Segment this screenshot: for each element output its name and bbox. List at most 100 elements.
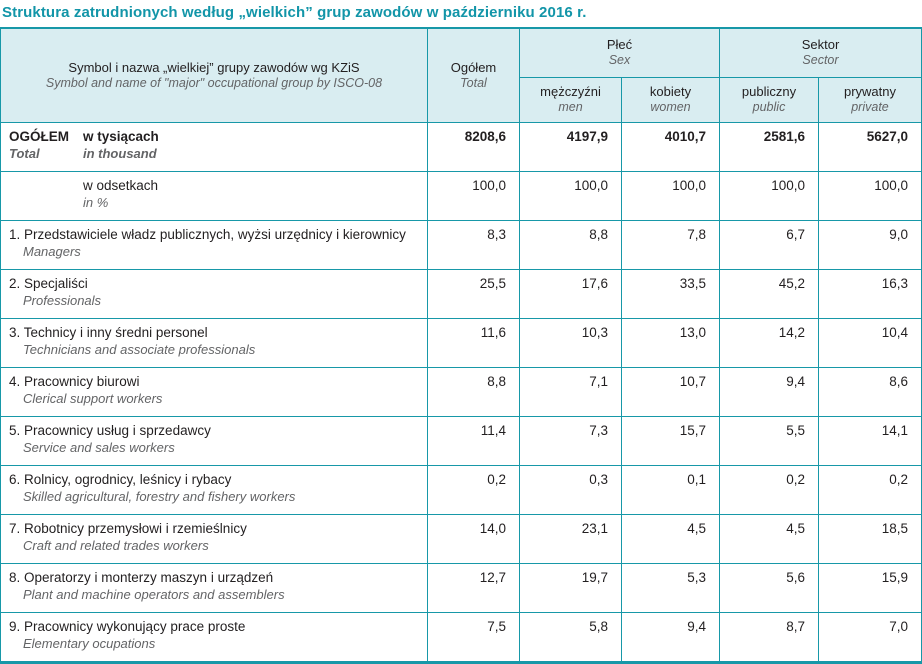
value-cell: 11,4 (427, 416, 519, 465)
table-row-label: 9. Pracownicy wykonujący prace proste El… (1, 612, 427, 661)
value-cell: 5,6 (719, 563, 818, 612)
value-cell: 0,1 (621, 465, 719, 514)
value-cell: 5,5 (719, 416, 818, 465)
value-cell: 13,0 (621, 318, 719, 367)
value-cell: 8,8 (519, 220, 621, 269)
value-cell: 7,3 (519, 416, 621, 465)
value-cell: 100,0 (719, 171, 818, 220)
row-label-en: Managers (23, 243, 81, 259)
value-cell: 4,5 (719, 514, 818, 563)
value-cell: 9,0 (818, 220, 921, 269)
value-cell: 17,6 (519, 269, 621, 318)
table-row-label: 3. Technicy i inny średni personel Techn… (1, 318, 427, 367)
value-cell: 5,8 (519, 612, 621, 661)
employment-structure-table: Symbol i nazwa „wielkiej” grupy zawodów … (0, 27, 922, 664)
row-label-pl: 7. Robotnicy przemysłowi i rzemieślnicy (9, 521, 247, 536)
col-header-occupational-group: Symbol i nazwa „wielkiej” grupy zawodów … (1, 29, 427, 122)
col-header-men-pl: mężczyźni (540, 84, 601, 100)
value-cell: 15,9 (818, 563, 921, 612)
col-header-women-en: women (650, 100, 691, 115)
row-label-pl: 8. Operatorzy i monterzy maszyn i urządz… (9, 570, 274, 585)
col-header-private-en: private (851, 100, 889, 115)
row-label-pl: 2. Specjaliści (9, 276, 88, 291)
total-head-pl: OGÓŁEM (9, 129, 69, 144)
value-cell: 4010,7 (621, 122, 719, 171)
row-label-pl: 5. Pracownicy usług i sprzedawcy (9, 423, 211, 438)
row-label-pl: 9. Pracownicy wykonujący prace proste (9, 619, 246, 634)
value-cell: 6,7 (719, 220, 818, 269)
col-header-public-pl: publiczny (741, 84, 797, 100)
value-cell: 8,6 (818, 367, 921, 416)
total-unit-en: in % (83, 194, 109, 210)
value-cell: 100,0 (818, 171, 921, 220)
value-cell: 0,2 (719, 465, 818, 514)
value-cell: 15,7 (621, 416, 719, 465)
col-header-men-en: men (558, 100, 583, 115)
row-label-pl: 6. Rolnicy, ogrodnicy, leśnicy i rybacy (9, 472, 232, 487)
value-cell: 8208,6 (427, 122, 519, 171)
value-cell: 10,4 (818, 318, 921, 367)
row-label-en: Skilled agricultural, forestry and fishe… (23, 488, 296, 504)
col-header-sex-pl: Płeć (606, 37, 633, 53)
value-cell: 12,7 (427, 563, 519, 612)
col-header-sector-en: Sector (802, 53, 839, 68)
value-cell: 33,5 (621, 269, 719, 318)
value-cell: 4,5 (621, 514, 719, 563)
table-row-label: 6. Rolnicy, ogrodnicy, leśnicy i rybacy … (1, 465, 427, 514)
value-cell: 23,1 (519, 514, 621, 563)
value-cell: 7,1 (519, 367, 621, 416)
table-row-label: 1. Przedstawiciele władz publicznych, wy… (1, 220, 427, 269)
total-unit-pl: w odsetkach (83, 178, 159, 193)
col-header-men: mężczyźni men (519, 77, 621, 122)
col-header-public-en: public (752, 100, 786, 115)
total-head-en: Total (9, 145, 40, 161)
total-unit-pl: w tysiącach (83, 129, 159, 144)
row-label-en: Elementary ocupations (23, 635, 156, 651)
col-header-total-en: Total (460, 75, 487, 90)
value-cell: 25,5 (427, 269, 519, 318)
total-unit-en: in thousand (83, 145, 157, 161)
col-header-public: publiczny public (719, 77, 818, 122)
value-cell: 7,5 (427, 612, 519, 661)
table-row-label: 7. Robotnicy przemysłowi i rzemieślnicy … (1, 514, 427, 563)
value-cell: 45,2 (719, 269, 818, 318)
value-cell: 16,3 (818, 269, 921, 318)
value-cell: 5627,0 (818, 122, 921, 171)
row-label-pl: 4. Pracownicy biurowi (9, 374, 140, 389)
value-cell: 7,8 (621, 220, 719, 269)
value-cell: 0,2 (818, 465, 921, 514)
value-cell: 8,8 (427, 367, 519, 416)
col-header-sex-group: Płeć Sex (519, 29, 719, 77)
col-header-occupational-group-en: Symbol and name of "major" occupational … (45, 75, 383, 90)
table-row-label: 8. Operatorzy i monterzy maszyn i urządz… (1, 563, 427, 612)
table-row-label: 5. Pracownicy usług i sprzedawcy Service… (1, 416, 427, 465)
col-header-women: kobiety women (621, 77, 719, 122)
value-cell: 7,0 (818, 612, 921, 661)
col-header-total-pl: Ogółem (450, 59, 497, 75)
value-cell: 8,3 (427, 220, 519, 269)
value-cell: 0,2 (427, 465, 519, 514)
row-label-en: Craft and related trades workers (23, 537, 209, 553)
col-header-private-pl: prywatny (843, 84, 897, 100)
value-cell: 4197,9 (519, 122, 621, 171)
value-cell: 9,4 (719, 367, 818, 416)
row-label-en: Plant and machine operators and assemble… (23, 586, 285, 602)
value-cell: 100,0 (427, 171, 519, 220)
value-cell: 9,4 (621, 612, 719, 661)
value-cell: 19,7 (519, 563, 621, 612)
value-cell: 10,3 (519, 318, 621, 367)
value-cell: 11,6 (427, 318, 519, 367)
col-header-sector-pl: Sektor (801, 37, 840, 53)
value-cell: 0,3 (519, 465, 621, 514)
value-cell: 10,7 (621, 367, 719, 416)
value-cell: 5,3 (621, 563, 719, 612)
row-label-en: Professionals (23, 292, 102, 308)
value-cell: 14,1 (818, 416, 921, 465)
col-header-women-pl: kobiety (649, 84, 692, 100)
table-row-label: 2. Specjaliści Professionals (1, 269, 427, 318)
value-cell: 100,0 (621, 171, 719, 220)
col-header-sex-en: Sex (608, 53, 631, 68)
value-cell: 2581,6 (719, 122, 818, 171)
row-label-en: Service and sales workers (23, 439, 175, 455)
value-cell: 8,7 (719, 612, 818, 661)
